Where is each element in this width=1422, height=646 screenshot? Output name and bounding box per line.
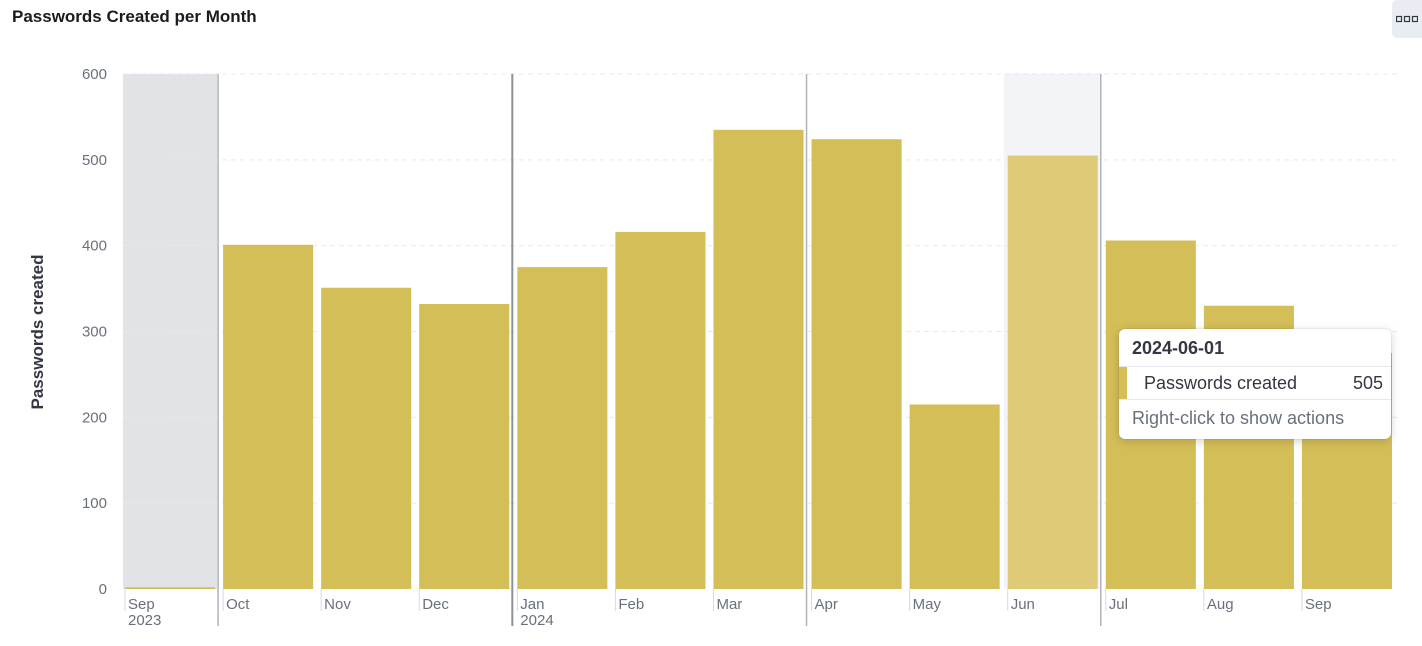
tooltip-series-swatch: [1119, 367, 1127, 399]
x-tick-sublabel: 2024: [520, 612, 553, 629]
bar[interactable]: [713, 129, 804, 589]
tooltip-footer[interactable]: Right-click to show actions: [1132, 408, 1345, 428]
bar[interactable]: [223, 244, 314, 589]
x-tick-label: Nov: [324, 596, 351, 613]
x-tick-label: Jun: [1011, 596, 1035, 613]
more-dots-icon: [1396, 15, 1418, 23]
tooltip-title: 2024-06-01: [1132, 338, 1225, 358]
x-tick-sublabel: 2023: [128, 612, 161, 629]
tooltip-series-row: Passwords created 505: [1119, 366, 1391, 400]
bar[interactable]: [517, 267, 608, 589]
x-tick-label: Sep: [128, 596, 155, 613]
y-axis-title: Passwords created: [28, 255, 47, 410]
x-tick-label: Jul: [1109, 596, 1128, 613]
panel-title: Passwords Created per Month: [12, 7, 257, 26]
bar[interactable]: [811, 139, 902, 589]
x-tick-label: Jan: [520, 596, 544, 613]
x-tick-label: Sep: [1305, 596, 1332, 613]
tooltip-series-value: 505: [1352, 372, 1383, 393]
y-tick-label: 0: [99, 581, 107, 598]
bar[interactable]: [615, 231, 706, 589]
bar[interactable]: [909, 404, 1000, 589]
bar[interactable]: [1007, 155, 1098, 589]
tooltip-series-label: Passwords created: [1144, 372, 1298, 393]
y-tick-label: 400: [82, 238, 107, 255]
y-tick-label: 100: [82, 495, 107, 512]
panel-options-button[interactable]: [1392, 0, 1422, 38]
x-tick-label: Aug: [1207, 596, 1234, 613]
x-tick-label: Oct: [226, 596, 250, 613]
x-tick-label: Apr: [815, 596, 838, 613]
x-tick-label: May: [913, 596, 942, 613]
x-tick-label: Feb: [618, 596, 644, 613]
bar[interactable]: [125, 587, 216, 589]
x-tick-label: Mar: [716, 596, 742, 613]
bar[interactable]: [321, 287, 412, 589]
y-tick-label: 600: [82, 66, 107, 83]
y-tick-label: 500: [82, 152, 107, 169]
y-tick-label: 200: [82, 409, 107, 426]
x-tick-label: Dec: [422, 596, 449, 613]
y-tick-label: 300: [82, 324, 107, 341]
bar[interactable]: [419, 304, 510, 589]
chart-tooltip: 2024-06-01 Passwords created 505 Right-c…: [1119, 329, 1391, 439]
